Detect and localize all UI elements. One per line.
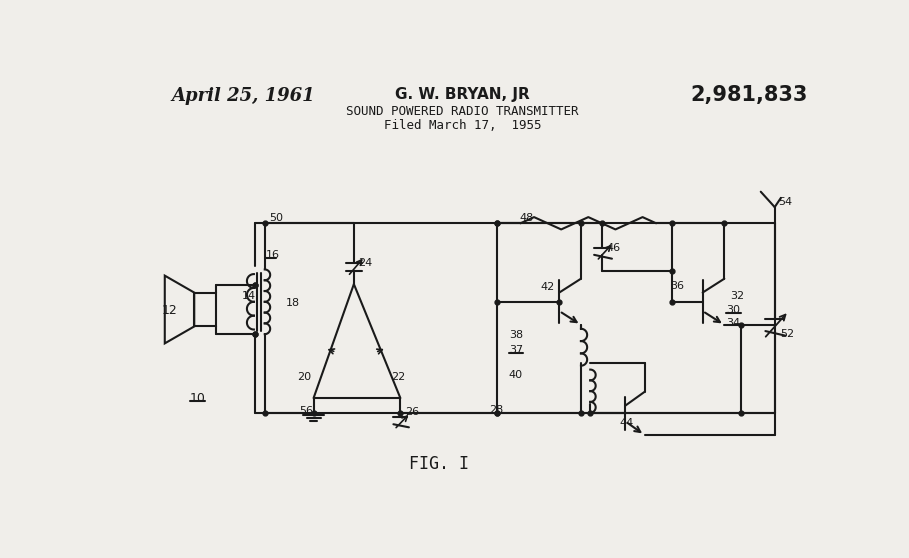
Text: 22: 22 bbox=[391, 372, 405, 382]
Text: 30: 30 bbox=[726, 305, 740, 315]
Text: 36: 36 bbox=[670, 281, 684, 291]
Text: 2,981,833: 2,981,833 bbox=[691, 85, 808, 105]
Text: 18: 18 bbox=[285, 297, 300, 307]
Text: 16: 16 bbox=[265, 250, 280, 260]
Text: 56: 56 bbox=[300, 406, 314, 416]
Text: 46: 46 bbox=[606, 243, 621, 253]
Text: 52: 52 bbox=[780, 329, 794, 339]
Text: 42: 42 bbox=[541, 282, 554, 292]
Text: 24: 24 bbox=[358, 258, 373, 268]
Text: SOUND POWERED RADIO TRANSMITTER: SOUND POWERED RADIO TRANSMITTER bbox=[346, 105, 579, 118]
Text: April 25, 1961: April 25, 1961 bbox=[172, 87, 315, 105]
Text: G. W. BRYAN, JR: G. W. BRYAN, JR bbox=[395, 87, 530, 102]
Text: 12: 12 bbox=[162, 304, 177, 317]
Text: 32: 32 bbox=[730, 291, 744, 301]
Text: 40: 40 bbox=[509, 370, 523, 380]
Text: 28: 28 bbox=[489, 405, 503, 415]
Text: 10: 10 bbox=[190, 392, 205, 405]
Text: 48: 48 bbox=[520, 213, 534, 223]
Text: 50: 50 bbox=[269, 213, 284, 223]
Text: 54: 54 bbox=[779, 197, 793, 206]
Text: 26: 26 bbox=[405, 407, 419, 417]
Text: 14: 14 bbox=[242, 291, 255, 301]
Text: 44: 44 bbox=[620, 418, 634, 429]
Text: FIG. I: FIG. I bbox=[409, 455, 469, 473]
Text: 38: 38 bbox=[509, 330, 523, 340]
Text: Filed March 17,  1955: Filed March 17, 1955 bbox=[384, 119, 541, 132]
Text: 34: 34 bbox=[726, 319, 740, 328]
Text: 37: 37 bbox=[509, 345, 523, 355]
Text: 20: 20 bbox=[297, 372, 312, 382]
